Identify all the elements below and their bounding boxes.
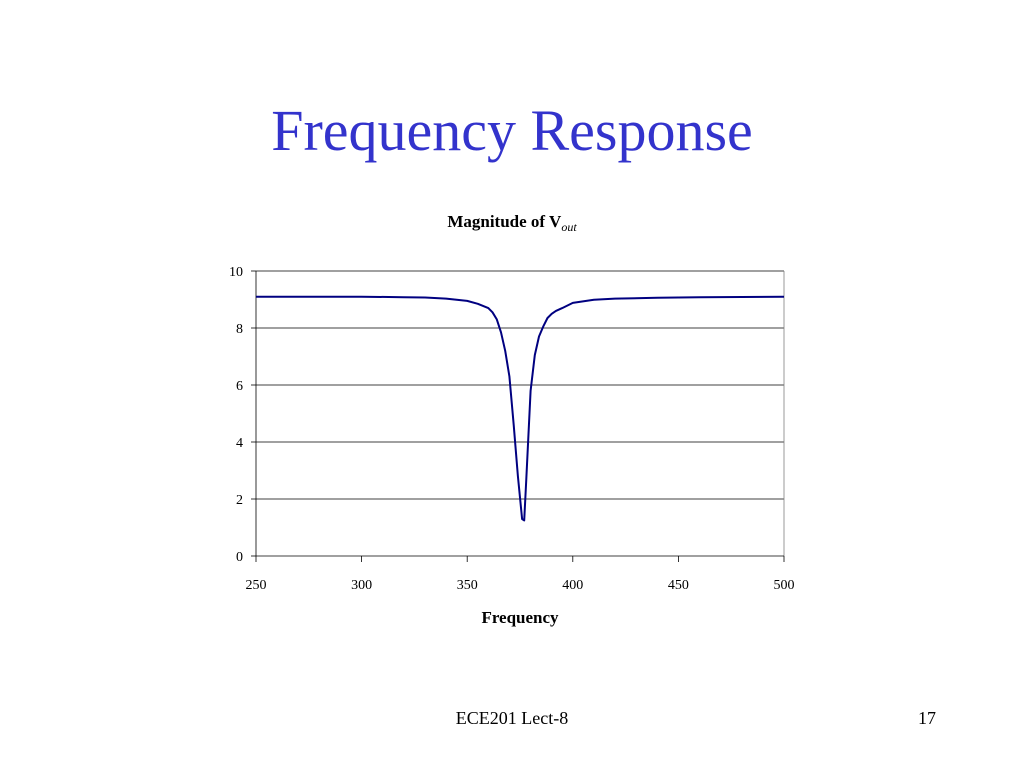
grid-lines bbox=[256, 270, 784, 500]
y-tick-label: 2 bbox=[236, 493, 243, 508]
chart-title-subscript: out bbox=[561, 220, 577, 234]
x-tick-label: 500 bbox=[774, 578, 795, 593]
x-tick-label: 450 bbox=[668, 578, 689, 593]
y-tick-label: 8 bbox=[236, 322, 243, 337]
x-tick-label: 350 bbox=[457, 578, 478, 593]
x-tick-label: 300 bbox=[351, 578, 372, 593]
chart-title-main: Magnitude of V bbox=[447, 212, 562, 231]
footer-page-number: 17 bbox=[918, 708, 936, 728]
y-tick-label: 10 bbox=[229, 265, 243, 280]
y-tick-label: 0 bbox=[236, 550, 243, 565]
series-line-0 bbox=[256, 295, 785, 522]
chart-title: Magnitude of Vout bbox=[447, 212, 577, 234]
tick-labels: 0 2 4 6 8 10 250 300 350 400 450 500 bbox=[229, 265, 795, 593]
x-tick-label: 400 bbox=[562, 578, 583, 593]
y-tick-label: 6 bbox=[236, 379, 243, 394]
series bbox=[256, 295, 785, 522]
footer-course-label: ECE201 Lect-8 bbox=[455, 708, 569, 728]
y-tick-label: 4 bbox=[236, 436, 243, 451]
axes bbox=[251, 270, 785, 562]
x-tick-label: 250 bbox=[246, 578, 267, 593]
x-axis-label: Frequency bbox=[481, 608, 559, 627]
slide-title: Frequency Response bbox=[271, 98, 753, 163]
